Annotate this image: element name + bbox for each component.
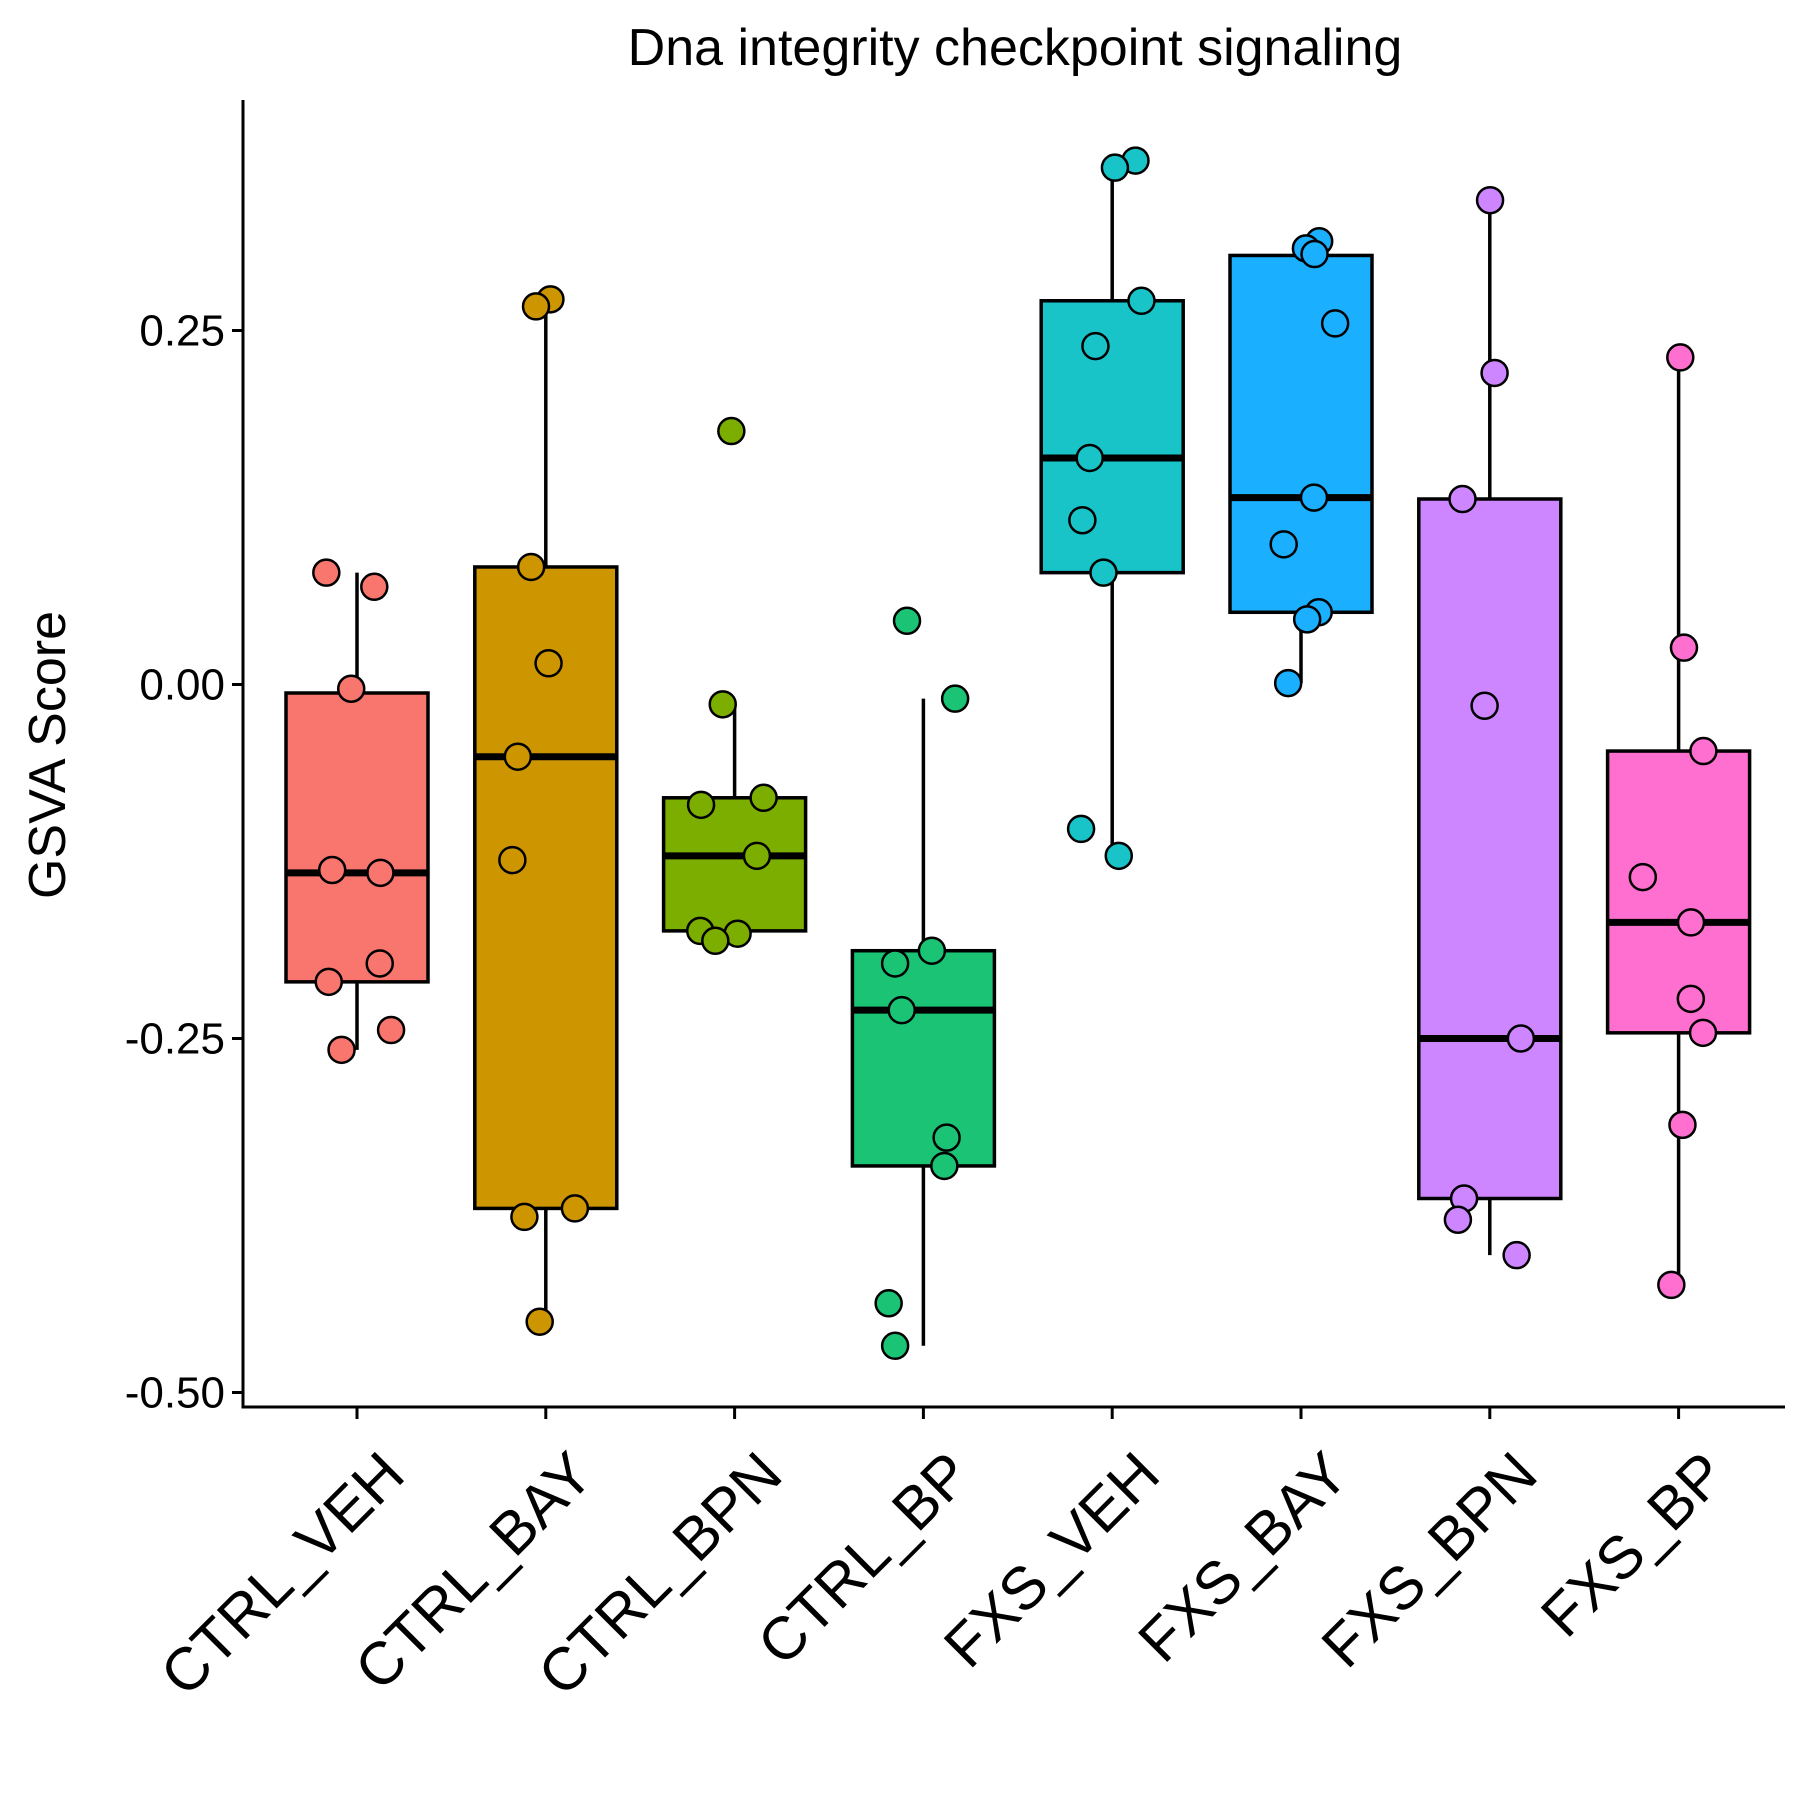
data-point-CTRL_BAY xyxy=(560,1194,590,1223)
chart-title: Dna integrity checkpoint signaling xyxy=(628,19,1403,77)
x-tick-label-FXS_BP: FXS_BP xyxy=(1528,1439,1738,1649)
y-axis-label: GSVA Score xyxy=(19,611,77,899)
data-point-CTRL_BP xyxy=(932,1123,961,1152)
data-point-CTRL_BPN xyxy=(708,690,737,719)
box-CTRL_BP xyxy=(850,948,997,1168)
data-point-CTRL_BPN xyxy=(701,926,730,956)
data-point-CTRL_BAY xyxy=(521,292,551,321)
data-point-CTRL_BAY xyxy=(510,1202,539,1232)
data-point-FXS_BAY xyxy=(1320,309,1350,338)
data-point-FXS_BAY xyxy=(1273,668,1303,698)
box-FXS_BP xyxy=(1605,749,1752,1035)
data-point-FXS_BPN xyxy=(1502,1240,1531,1270)
data-point-FXS_BP xyxy=(1676,908,1706,937)
data-point-CTRL_BPN xyxy=(686,790,716,820)
points-layer xyxy=(312,146,1718,1361)
box-FXS_BPN xyxy=(1417,497,1563,1201)
data-point-CTRL_BPN xyxy=(717,416,746,446)
data-point-CTRL_BAY xyxy=(498,845,527,875)
data-point-CTRL_BP xyxy=(917,936,947,965)
data-point-FXS_BP xyxy=(1657,1270,1686,1300)
data-point-FXS_BPN xyxy=(1470,691,1499,720)
data-point-FXS_BP xyxy=(1628,862,1658,892)
data-point-FXS_BP xyxy=(1689,736,1718,766)
y-tick-label: 0.25 xyxy=(139,307,225,356)
data-point-FXS_BP xyxy=(1669,633,1699,662)
box-CTRL_VEH xyxy=(284,691,430,984)
data-point-FXS_VEH xyxy=(1066,814,1096,844)
data-point-CTRL_BPN xyxy=(742,841,772,871)
data-point-FXS_BP xyxy=(1688,1018,1718,1048)
data-point-FXS_VEH xyxy=(1081,331,1110,361)
data-point-FXS_VEH xyxy=(1104,841,1134,871)
boxes-layer xyxy=(284,160,1752,1346)
data-point-FXS_BPN xyxy=(1475,185,1505,215)
data-point-FXS_BAY xyxy=(1292,605,1322,634)
box-FXS_BAY xyxy=(1228,253,1374,615)
data-point-FXS_VEH xyxy=(1075,443,1104,473)
data-point-CTRL_BAY xyxy=(516,552,546,582)
data-point-CTRL_BP xyxy=(880,949,910,978)
y-tick-label: -0.25 xyxy=(125,1015,225,1064)
data-point-CTRL_VEH xyxy=(366,858,395,888)
data-point-FXS_VEH xyxy=(1089,558,1118,587)
data-point-CTRL_BAY xyxy=(525,1307,554,1336)
data-point-FXS_BP xyxy=(1666,343,1695,372)
data-point-CTRL_VEH xyxy=(314,967,344,997)
data-point-CTRL_BP xyxy=(930,1151,959,1181)
data-point-CTRL_BP xyxy=(892,606,922,636)
data-point-CTRL_BPN xyxy=(749,783,778,813)
data-point-FXS_BPN xyxy=(1443,1205,1473,1234)
data-point-FXS_VEH xyxy=(1100,153,1130,182)
data-point-CTRL_BP xyxy=(887,995,916,1025)
data-point-CTRL_VEH xyxy=(336,674,366,703)
box-FXS_VEH xyxy=(1039,299,1185,575)
data-point-FXS_BPN xyxy=(1448,484,1477,514)
data-point-FXS_BPN xyxy=(1480,358,1509,388)
data-point-CTRL_VEH xyxy=(312,558,341,587)
data-point-FXS_BAY xyxy=(1269,530,1298,559)
data-point-CTRL_BP xyxy=(874,1289,903,1318)
y-tick-label: 0.00 xyxy=(139,661,225,710)
y-tick-label: -0.50 xyxy=(125,1369,225,1418)
data-point-CTRL_VEH xyxy=(376,1015,406,1045)
data-point-CTRL_VEH xyxy=(317,855,347,885)
data-point-CTRL_VEH xyxy=(327,1035,356,1065)
data-point-CTRL_VEH xyxy=(365,949,394,978)
box-CTRL_BPN xyxy=(661,796,808,933)
data-point-FXS_BP xyxy=(1668,1110,1697,1140)
data-point-CTRL_VEH xyxy=(360,572,389,602)
data-point-FXS_BAY xyxy=(1299,483,1329,512)
data-point-CTRL_BP xyxy=(880,1331,910,1361)
data-point-FXS_BAY xyxy=(1300,239,1329,269)
data-point-FXS_BPN xyxy=(1506,1024,1536,1053)
data-point-CTRL_BAY xyxy=(503,742,533,771)
data-point-CTRL_BP xyxy=(940,684,970,713)
data-point-FXS_VEH xyxy=(1068,505,1097,535)
data-point-FXS_VEH xyxy=(1127,286,1156,316)
data-point-CTRL_BAY xyxy=(534,649,563,678)
data-point-FXS_BP xyxy=(1676,984,1706,1014)
